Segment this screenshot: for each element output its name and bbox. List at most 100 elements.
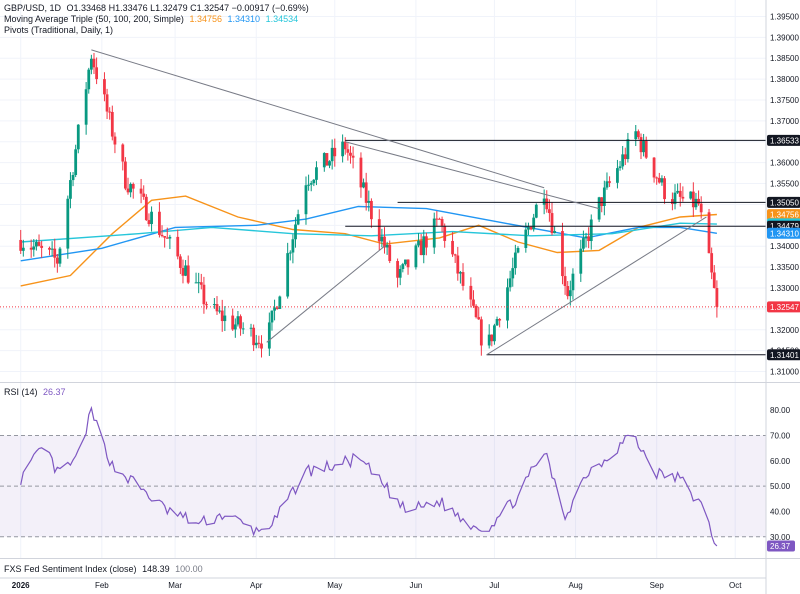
candle-body[interactable] (218, 310, 222, 312)
candle-body[interactable] (435, 218, 439, 220)
candle-body[interactable] (249, 327, 253, 329)
trend-line[interactable] (486, 216, 707, 356)
candle-body[interactable] (383, 236, 386, 248)
candle-body[interactable] (239, 316, 242, 329)
candle-body[interactable] (108, 111, 112, 113)
candle-body[interactable] (364, 182, 368, 203)
candle-body[interactable] (385, 244, 389, 248)
candle-body[interactable] (547, 209, 551, 214)
candle-body[interactable] (126, 188, 130, 193)
candle-body[interactable] (605, 181, 609, 188)
candle-body[interactable] (296, 214, 300, 225)
candle-body[interactable] (176, 236, 180, 257)
candle-body[interactable] (634, 131, 638, 140)
candle-body[interactable] (32, 246, 36, 250)
candle-body[interactable] (257, 342, 261, 344)
candle-body[interactable] (532, 217, 536, 230)
candle-body[interactable] (113, 136, 117, 145)
candle-body[interactable] (529, 226, 533, 230)
candle-body[interactable] (40, 245, 44, 248)
candle-body[interactable] (553, 231, 557, 234)
candle-body[interactable] (367, 200, 371, 203)
candle-body[interactable] (681, 196, 685, 199)
rsi-line[interactable] (20, 405, 718, 547)
candle-body[interactable] (55, 257, 59, 264)
candle-body[interactable] (89, 58, 93, 70)
candle-body[interactable] (479, 319, 483, 346)
candle-body[interactable] (129, 184, 133, 193)
candle-body[interactable] (341, 141, 345, 157)
candle-body[interactable] (92, 58, 96, 68)
candle-body[interactable] (184, 265, 187, 276)
candle-body[interactable] (76, 124, 80, 150)
candle-body[interactable] (616, 168, 619, 183)
candle-body[interactable] (29, 247, 33, 250)
candle-body[interactable] (527, 226, 530, 230)
candle-body[interactable] (660, 178, 664, 183)
candle-body[interactable] (252, 327, 256, 346)
candle-body[interactable] (205, 304, 208, 306)
candle-body[interactable] (267, 322, 271, 349)
candle-body[interactable] (144, 196, 148, 221)
candle-body[interactable] (270, 310, 274, 323)
candle-body[interactable] (440, 219, 444, 226)
candle-body[interactable] (260, 343, 263, 349)
candle-body[interactable] (223, 315, 227, 322)
candle-body[interactable] (241, 328, 245, 330)
candle-body[interactable] (414, 245, 418, 268)
trend-line[interactable] (91, 49, 545, 189)
candle-body[interactable] (657, 177, 661, 183)
candle-body[interactable] (286, 253, 290, 297)
panel-separator-fxs[interactable] (0, 558, 800, 559)
candle-body[interactable] (71, 174, 75, 181)
candle-body[interactable] (288, 252, 292, 254)
candle-body[interactable] (139, 188, 143, 194)
candle-body[interactable] (19, 239, 23, 251)
candle-body[interactable] (58, 248, 62, 264)
candle-body[interactable] (69, 180, 72, 199)
candle-body[interactable] (53, 248, 57, 258)
candle-body[interactable] (524, 229, 528, 249)
candle-body[interactable] (370, 200, 373, 220)
candle-body[interactable] (74, 149, 78, 175)
candle-body[interactable] (343, 141, 347, 150)
candle-body[interactable] (477, 317, 481, 320)
candle-body[interactable] (388, 244, 392, 262)
candle-body[interactable] (66, 198, 70, 249)
candle-body[interactable] (123, 161, 127, 189)
candle-body[interactable] (401, 264, 405, 269)
candle-body[interactable] (438, 218, 441, 220)
candle-body[interactable] (419, 240, 423, 256)
candle-body[interactable] (312, 179, 316, 184)
candle-body[interactable] (670, 199, 674, 205)
candle-body[interactable] (511, 268, 515, 279)
candle-body[interactable] (304, 185, 308, 215)
candle-body[interactable] (215, 304, 219, 312)
candle-body[interactable] (330, 147, 334, 162)
candle-body[interactable] (291, 239, 295, 253)
candle-body[interactable] (362, 182, 365, 188)
candle-body[interactable] (490, 334, 494, 342)
candle-body[interactable] (602, 187, 606, 206)
candle-body[interactable] (608, 181, 611, 183)
candle-body[interactable] (678, 190, 682, 197)
candle-body[interactable] (35, 242, 38, 247)
candle-body[interactable] (212, 304, 216, 306)
candle-body[interactable] (333, 147, 337, 157)
candle-body[interactable] (579, 248, 583, 274)
candle-body[interactable] (623, 154, 627, 160)
candle-body[interactable] (406, 259, 410, 268)
candle-body[interactable] (163, 236, 167, 238)
candle-body[interactable] (181, 267, 185, 276)
candle-body[interactable] (84, 89, 88, 125)
candle-body[interactable] (404, 259, 407, 265)
candle-body[interactable] (506, 287, 509, 321)
candle-body[interactable] (236, 316, 240, 325)
candle-body[interactable] (587, 236, 591, 242)
candle-body[interactable] (626, 139, 630, 160)
candle-body[interactable] (278, 296, 282, 309)
candle-body[interactable] (165, 237, 169, 239)
candle-body[interactable] (328, 161, 331, 166)
candle-body[interactable] (516, 248, 520, 253)
candle-body[interactable] (642, 140, 646, 153)
